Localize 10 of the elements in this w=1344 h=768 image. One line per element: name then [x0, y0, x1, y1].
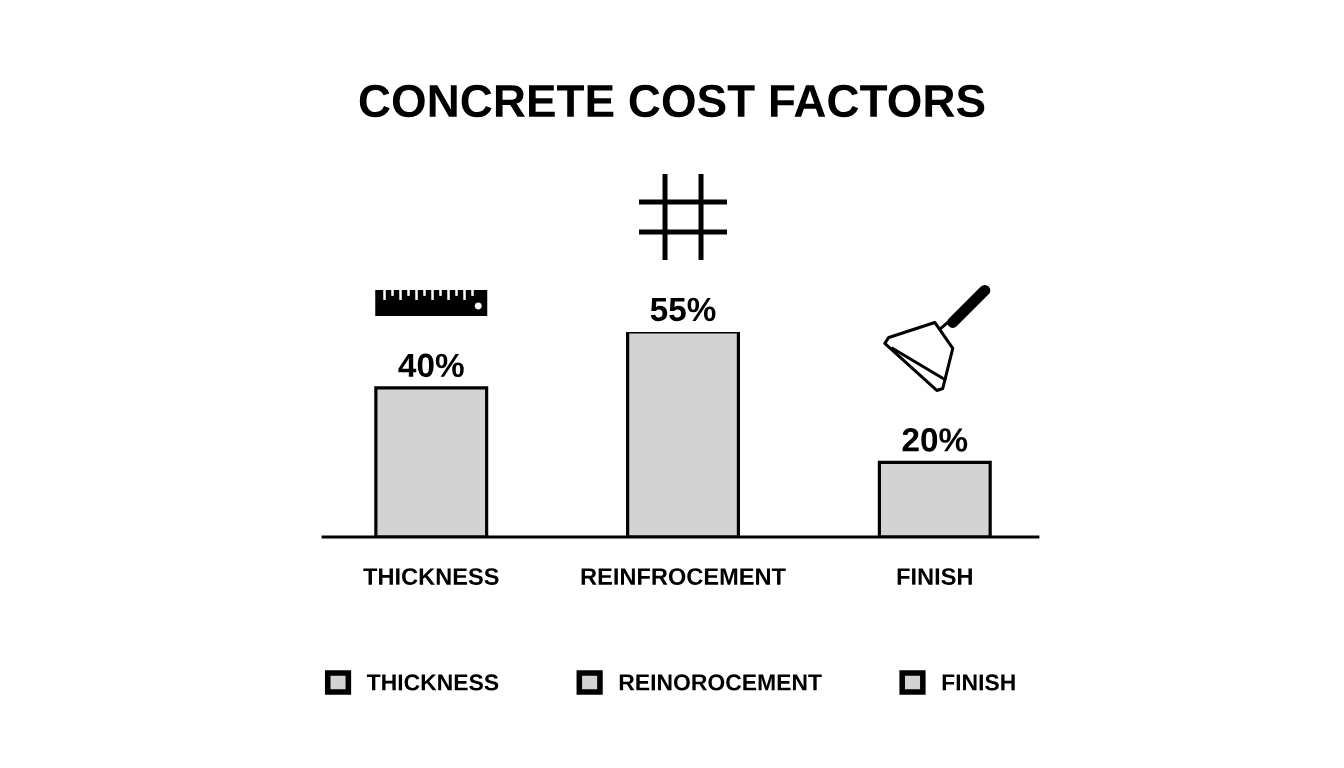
x-tick-label: FINISH — [897, 568, 972, 585]
legend-label: FINISH — [942, 674, 1015, 691]
legend-label: THICKNESS — [366, 674, 499, 691]
x-tick-label: REINFROCEMENT — [581, 568, 786, 585]
data-label: 55% — [650, 297, 716, 322]
data-label: 20% — [902, 428, 968, 452]
legend-label: REINOROCEMENT — [619, 674, 822, 691]
chart-title: CONCRETE COST FACTORS — [359, 84, 985, 118]
data-label: 40% — [398, 353, 464, 378]
x-tick-label: THICKNESS — [363, 568, 499, 585]
